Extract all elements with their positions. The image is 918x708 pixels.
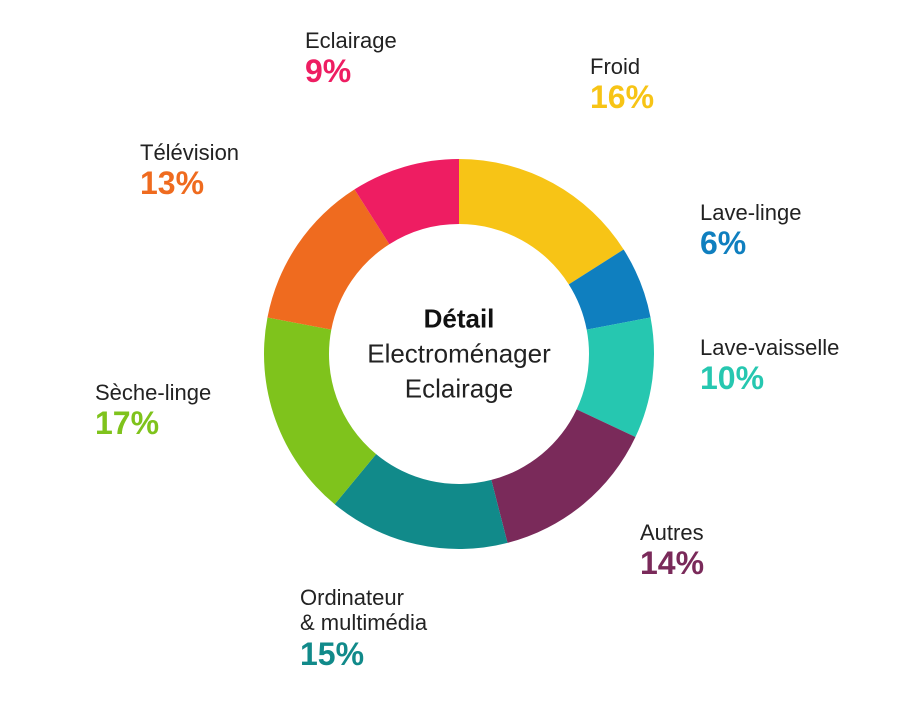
center-title: Détail bbox=[367, 301, 551, 336]
label-ordinateur-multim-dia: Ordinateur& multimédia15% bbox=[300, 585, 427, 672]
center-sub1: Electroménager bbox=[367, 336, 551, 371]
label-name: Eclairage bbox=[305, 28, 397, 53]
label-name: Lave-linge bbox=[700, 200, 802, 225]
label-pct: 15% bbox=[300, 636, 427, 673]
label-pct: 6% bbox=[700, 225, 802, 262]
label-pct: 17% bbox=[95, 405, 211, 442]
label-name: Lave-vaisselle bbox=[700, 335, 839, 360]
label-name: Télévision bbox=[140, 140, 239, 165]
label-lave-linge: Lave-linge6% bbox=[700, 200, 802, 262]
label-froid: Froid16% bbox=[590, 54, 654, 116]
slice-autres bbox=[491, 409, 635, 543]
label-autres: Autres14% bbox=[640, 520, 704, 582]
label-pct: 9% bbox=[305, 53, 397, 90]
label-pct: 16% bbox=[590, 79, 654, 116]
chart-center-text: Détail Electroménager Eclairage bbox=[367, 301, 551, 406]
donut-chart: Détail Electroménager Eclairage Froid16%… bbox=[0, 0, 918, 708]
label-name: Ordinateur& multimédia bbox=[300, 585, 427, 636]
label-s-che-linge: Sèche-linge17% bbox=[95, 380, 211, 442]
label-name: Sèche-linge bbox=[95, 380, 211, 405]
label-pct: 14% bbox=[640, 545, 704, 582]
label-pct: 10% bbox=[700, 360, 839, 397]
label-t-l-vision: Télévision13% bbox=[140, 140, 239, 202]
label-eclairage: Eclairage9% bbox=[305, 28, 397, 90]
label-lave-vaisselle: Lave-vaisselle10% bbox=[700, 335, 839, 397]
center-sub2: Eclairage bbox=[367, 372, 551, 407]
label-name: Froid bbox=[590, 54, 654, 79]
label-name: Autres bbox=[640, 520, 704, 545]
label-pct: 13% bbox=[140, 165, 239, 202]
